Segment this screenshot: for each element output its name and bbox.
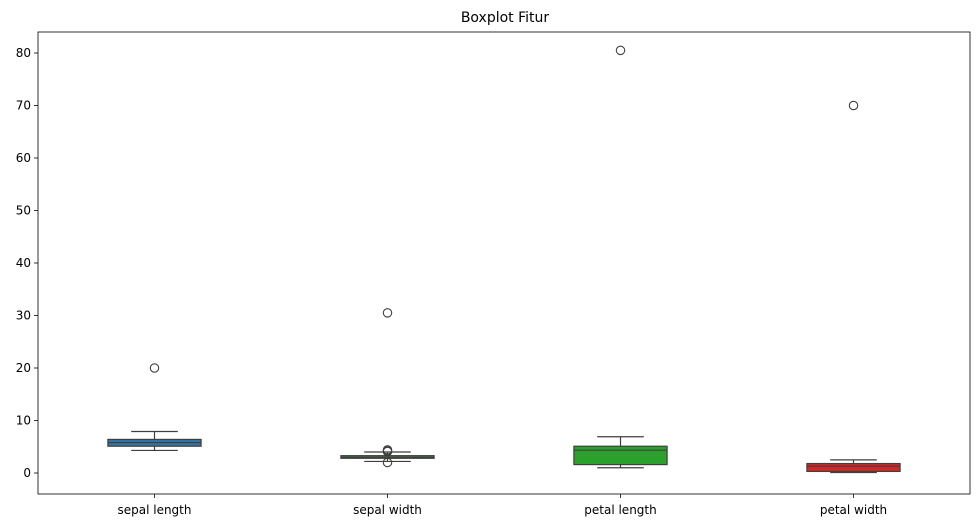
x-tick-label: petal width	[820, 503, 887, 517]
box-sepal-width	[340, 308, 435, 468]
y-tick-label: 30	[16, 309, 31, 323]
plot-frame	[37, 31, 971, 495]
box-iqr	[573, 445, 668, 466]
x-axis: sepal length sepal width petal length petal…	[117, 494, 887, 517]
y-tick-label: 60	[16, 151, 31, 165]
y-axis: 0 10 20 30 40 50 60 70 80	[16, 46, 38, 480]
x-tick-label: sepal width	[353, 503, 422, 517]
y-tick-label: 10	[16, 414, 31, 428]
y-tick-label: 40	[16, 256, 31, 270]
y-tick-label: 20	[16, 361, 31, 375]
outlier-point	[382, 445, 393, 455]
box-petal-length	[573, 45, 668, 469]
x-tick-label: petal length	[584, 503, 656, 517]
y-tick-label: 0	[23, 466, 31, 480]
box-sepal-length	[107, 363, 202, 452]
outlier-point	[382, 457, 393, 468]
box-petal-width	[806, 100, 901, 474]
x-tick-label: sepal length	[117, 503, 191, 517]
y-tick-label: 50	[16, 204, 31, 218]
outlier-point	[149, 363, 160, 373]
y-tick-label: 70	[16, 99, 31, 113]
y-tick-label: 80	[16, 46, 31, 60]
outlier-point	[848, 100, 859, 111]
chart-title: Boxplot Fitur	[461, 10, 550, 26]
box-iqr	[806, 462, 901, 473]
outlier-point	[382, 308, 393, 318]
outlier-point	[615, 45, 626, 56]
boxes-group	[107, 45, 901, 474]
